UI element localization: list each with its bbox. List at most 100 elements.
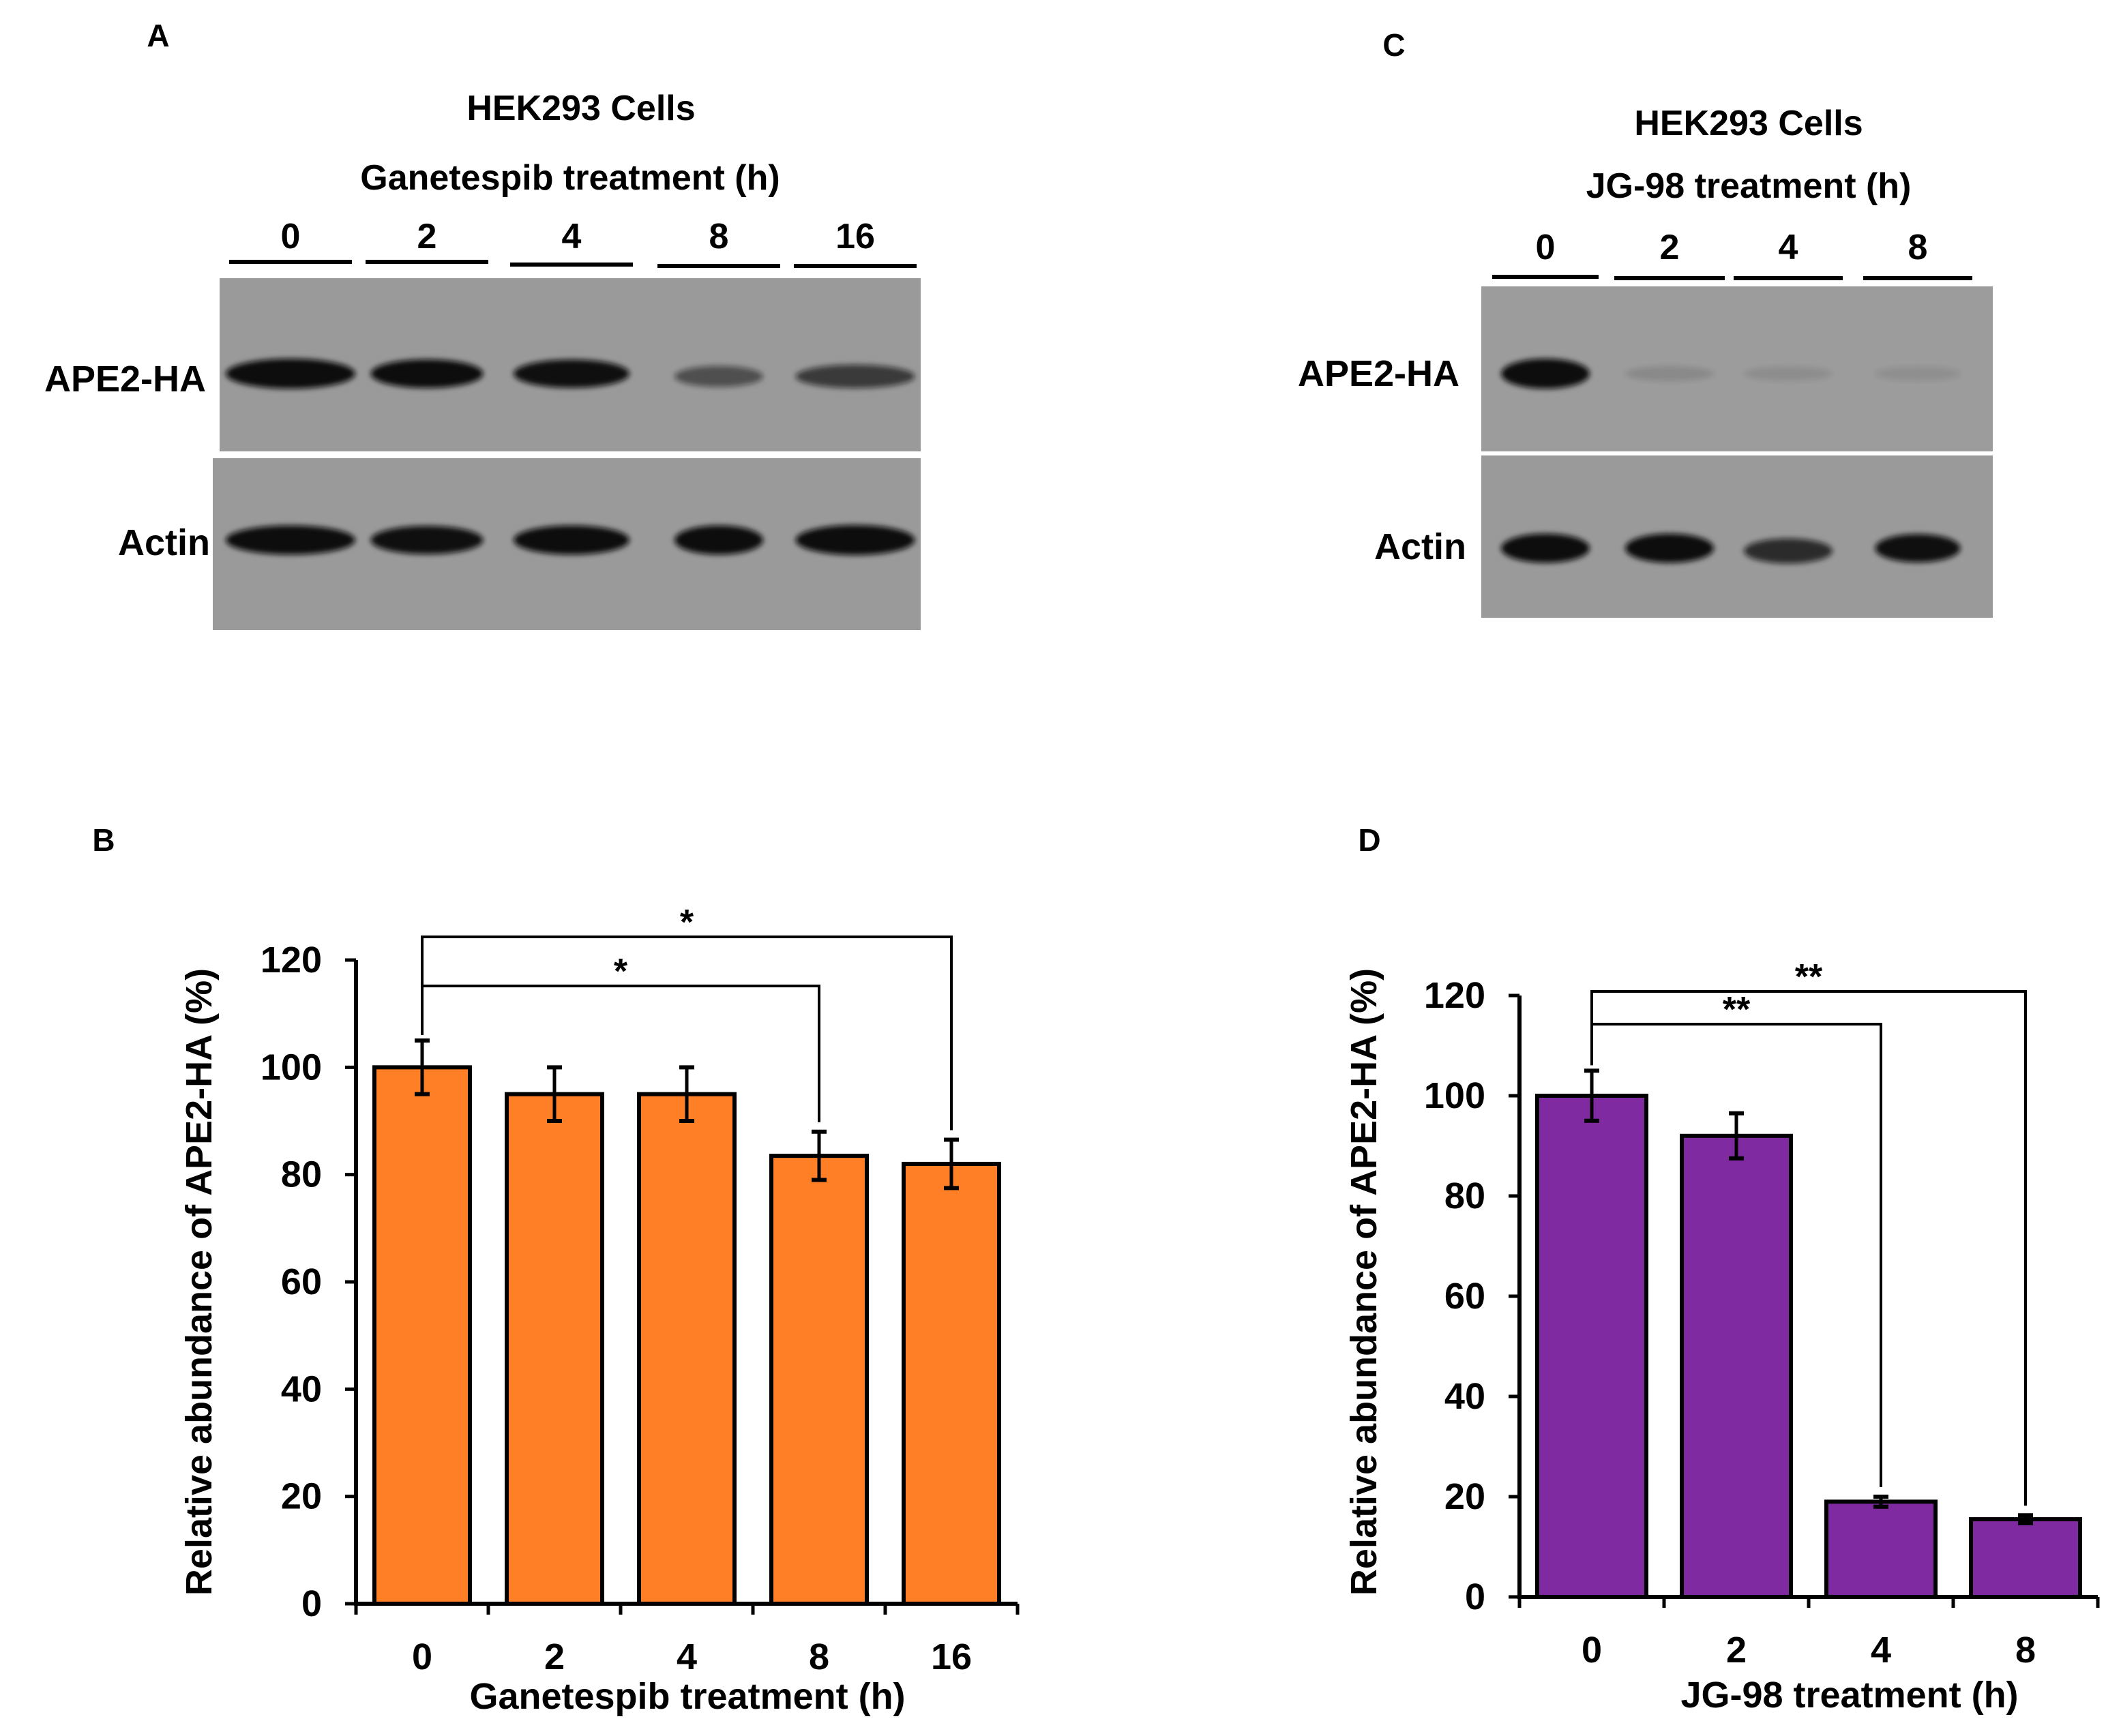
chart-b-significance-label: *: [614, 952, 628, 991]
chart-b-x-tick-label: 2: [544, 1636, 565, 1677]
chart-d-error-bar: [1584, 1068, 1599, 1123]
chart-d-y-axis-title: Relative abundance of APE2-HA (%): [1344, 968, 1384, 1596]
chart-d-x-tick-label: 8: [2015, 1630, 2036, 1671]
chart-d-y-tick-label: 100: [1424, 1075, 1485, 1116]
chart-b-x-axis-title: Ganetespib treatment (h): [469, 1676, 905, 1717]
blot-a-lane-label: 2: [417, 217, 437, 256]
blot-a-band-actin: [795, 525, 915, 555]
chart-b-significance-brackets: **: [421, 903, 953, 1131]
blot-a-band-ape2: [795, 364, 915, 389]
chart-d-y-tick-label: 80: [1444, 1176, 1485, 1216]
chart-d-axes: [1509, 993, 2100, 1608]
blot-a-lane-label: 8: [709, 217, 729, 256]
blot-c-band-actin: [1875, 534, 1961, 563]
blot-c-band-ape2: [1625, 366, 1714, 381]
blot-a-lane-label: 0: [281, 217, 301, 256]
panel-letter-a: A: [147, 18, 169, 53]
blot-c-row-label-actin: Actin: [1374, 526, 1466, 567]
blot-a-band-ape2: [226, 359, 355, 389]
bar-chart-d: 0 20 40 60 80 100 120 0 2 4 8 ** ** JG-98 treatmen…: [1344, 957, 2100, 1716]
blot-a-band-ape2: [514, 359, 629, 388]
chart-b-significance-bracket: *: [421, 952, 820, 1122]
blot-a-row-label-actin: Actin: [118, 522, 210, 563]
chart-d-significance-brackets: ** **: [1590, 957, 2027, 1506]
chart-b-y-tick-label: 120: [261, 940, 322, 981]
blot-a-lane-label: 16: [835, 217, 875, 256]
chart-b-y-tick-label: 80: [281, 1154, 322, 1195]
chart-b-y-axis-title: Relative abundance of APE2-HA (%): [179, 968, 220, 1596]
chart-d-y-tick-label: 20: [1444, 1476, 1485, 1517]
blot-a-band-actin: [226, 525, 355, 555]
chart-b-axes: [345, 958, 1020, 1615]
blot-c-bands: [1501, 359, 1961, 564]
chart-d-significance-label: **: [1723, 990, 1751, 1030]
chart-d-x-tick-label: 2: [1726, 1630, 1747, 1671]
chart-d-bar: [1535, 1094, 1648, 1599]
blot-a-row-label-ape2: APE2-HA: [44, 359, 206, 400]
chart-b-error-bar: [812, 1129, 827, 1182]
blot-a-treatment-title: Ganetespib treatment (h): [360, 158, 780, 198]
chart-b-y-tick-label: 100: [261, 1047, 322, 1088]
blot-c-treatment-title: JG-98 treatment (h): [1586, 166, 1912, 206]
chart-b-bar: [637, 1092, 737, 1606]
chart-d-y-tick-label: 40: [1444, 1376, 1485, 1417]
chart-d-bar: [1824, 1499, 1938, 1600]
blot-a-band-actin: [674, 525, 763, 555]
blot-panel-a: HEK293 Cells Ganetespib treatment (h) 0 2…: [44, 89, 921, 630]
chart-d-error-bars: [1584, 1068, 2033, 1525]
blot-a-band-ape2: [674, 365, 763, 387]
chart-d-bars: [1535, 1094, 2082, 1600]
panel-letter-c: C: [1382, 27, 1405, 63]
chart-b-error-bars: [415, 1038, 959, 1191]
chart-b-significance-label: *: [680, 903, 694, 942]
blot-c-band-actin: [1625, 533, 1714, 563]
blot-c-lane-label: 8: [1908, 228, 1928, 267]
chart-b-x-tick-label: 4: [677, 1636, 697, 1677]
chart-d-significance-label: **: [1795, 957, 1823, 997]
chart-b-y-tick-label: 0: [301, 1583, 322, 1624]
blot-c-band-ape2: [1501, 359, 1590, 389]
chart-d-y-tick-label: 0: [1465, 1576, 1485, 1617]
blot-panel-c: HEK293 Cells JG-98 treatment (h) 0 2 4 8 AP…: [1298, 104, 1993, 618]
blot-c-band-actin: [1501, 533, 1590, 563]
chart-d-y-tick-labels: 0 20 40 60 80 100 120: [1424, 975, 1485, 1617]
blot-c-band-ape2: [1875, 366, 1961, 381]
chart-b-error-bar: [679, 1065, 694, 1123]
blot-c-row-label-ape2: APE2-HA: [1298, 353, 1459, 394]
blot-a-lane-underlines: [229, 260, 917, 268]
chart-b-y-tick-label: 20: [281, 1476, 322, 1517]
chart-b-error-bar: [944, 1137, 959, 1191]
blot-c-cells-title: HEK293 Cells: [1634, 104, 1863, 143]
blot-a-band-ape2: [370, 359, 484, 389]
chart-d-x-axis-title: JG-98 treatment (h): [1680, 1675, 2018, 1716]
chart-d-y-tick-label: 60: [1444, 1276, 1485, 1317]
blot-a-band-actin: [514, 525, 629, 555]
blot-a-cells-title: HEK293 Cells: [466, 89, 695, 128]
chart-d-x-tick-labels: 0 2 4 8: [1582, 1630, 2036, 1671]
blot-c-band-actin: [1744, 538, 1833, 564]
chart-b-bars: [372, 1065, 1001, 1606]
chart-b-bar: [769, 1154, 869, 1606]
chart-b-x-tick-label: 8: [809, 1636, 829, 1677]
panel-letter-b: B: [92, 822, 115, 858]
chart-d-y-tick-label: 120: [1424, 975, 1485, 1016]
blot-c-lane-label: 4: [1779, 228, 1798, 267]
blot-c-lane-label: 2: [1660, 228, 1680, 267]
chart-b-significance-bracket: *: [421, 903, 953, 1131]
chart-d-significance-bracket: **: [1590, 957, 2027, 1506]
chart-b-bar: [372, 1065, 472, 1606]
chart-b-x-tick-label: 16: [931, 1636, 972, 1677]
blot-c-lane-labels: 0 2 4 8: [1536, 228, 1928, 267]
chart-b-error-bar: [415, 1038, 430, 1096]
blot-a-lane-labels: 0 2 4 8 16: [281, 217, 875, 256]
blot-c-band-ape2: [1744, 366, 1833, 381]
panel-letter-d: D: [1358, 822, 1380, 858]
chart-b-x-tick-label: 0: [412, 1636, 432, 1677]
chart-d-error-bar: [1729, 1111, 1744, 1161]
chart-d-bar: [1680, 1133, 1793, 1600]
chart-b-x-tick-labels: 0 2 4 8 16: [412, 1636, 972, 1677]
chart-b-y-tick-label: 60: [281, 1261, 322, 1302]
blot-c-lane-underlines: [1492, 275, 1972, 280]
